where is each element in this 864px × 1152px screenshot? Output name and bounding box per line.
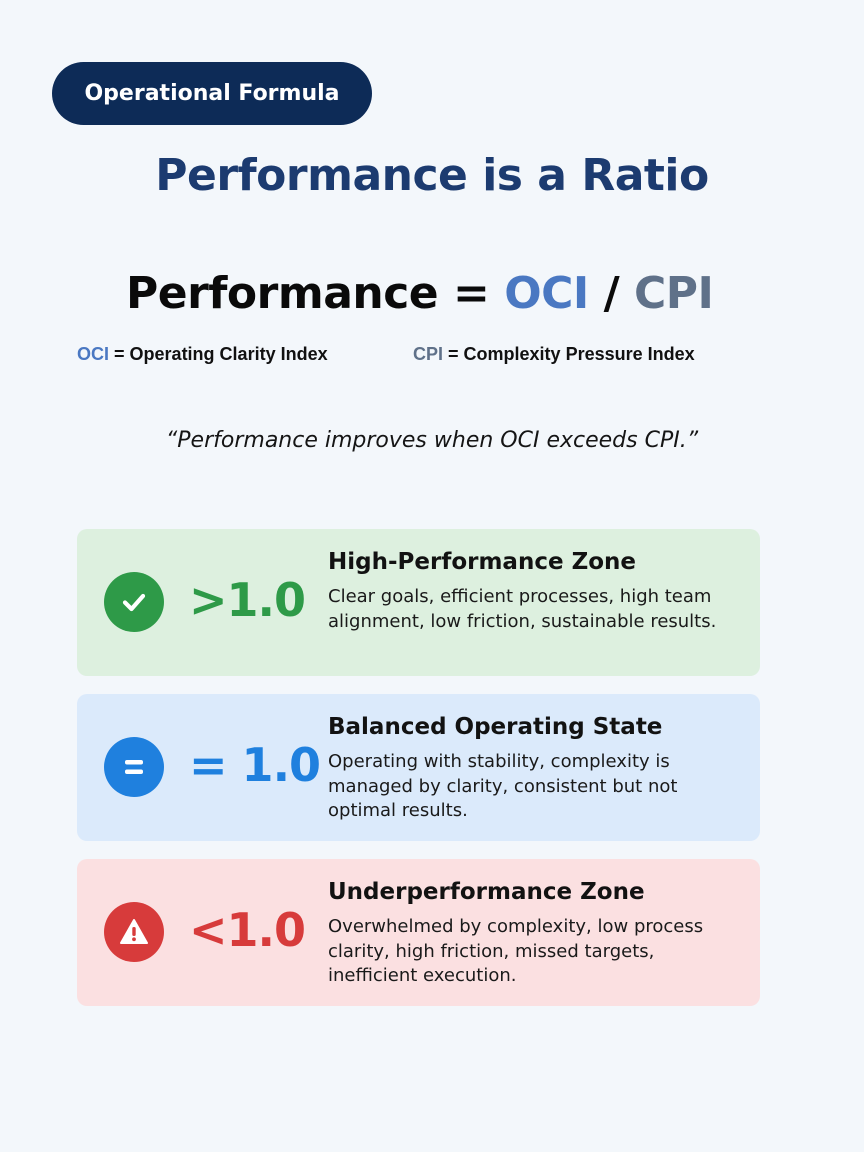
page-title: Performance is a Ratio xyxy=(155,150,709,201)
high-performance-card: >1.0 High-Performance Zone Clear goals, … xyxy=(77,529,760,676)
section-pill-label: Operational Formula xyxy=(84,81,340,106)
zone-title: Underperformance Zone xyxy=(328,879,645,905)
zone-ratio: <1.0 xyxy=(189,903,306,957)
equals-icon xyxy=(104,737,164,797)
zone-ratio: >1.0 xyxy=(189,573,306,627)
zone-description: Operating with stability, complexity is … xyxy=(328,751,678,821)
cpi-definition-abbr: CPI xyxy=(413,344,444,364)
quote: “Performance improves when OCI exceeds C… xyxy=(165,428,699,453)
cpi-definition-text: = Complexity Pressure Index xyxy=(448,344,695,364)
checkmark-icon xyxy=(104,572,164,632)
formula-equals: = xyxy=(452,268,490,319)
underperformance-card: <1.0 Underperformance Zone Overwhelmed b… xyxy=(77,859,760,1006)
oci-definition-abbr: OCI xyxy=(77,344,110,364)
formula-numerator: OCI xyxy=(504,268,589,319)
formula-lhs: Performance xyxy=(126,268,439,319)
zone-title: Balanced Operating State xyxy=(328,714,663,740)
formula: Performance = OCI / CPI xyxy=(126,268,714,319)
section-pill: Operational Formula xyxy=(52,62,372,125)
oci-definition: OCI = Operating Clarity Index xyxy=(77,344,328,365)
cpi-definition: CPI = Complexity Pressure Index xyxy=(413,344,695,365)
zone-description: Clear goals, efficient processes, high t… xyxy=(328,586,717,632)
zone-description: Overwhelmed by complexity, low process c… xyxy=(328,916,704,986)
warning-icon xyxy=(104,902,164,962)
oci-definition-text: = Operating Clarity Index xyxy=(114,344,328,364)
formula-divider: / xyxy=(603,268,620,319)
balanced-state-card: = 1.0 Balanced Operating State Operating… xyxy=(77,694,760,841)
formula-denominator: CPI xyxy=(634,268,714,319)
zone-title: High-Performance Zone xyxy=(328,549,637,575)
zone-ratio: = 1.0 xyxy=(189,738,321,792)
